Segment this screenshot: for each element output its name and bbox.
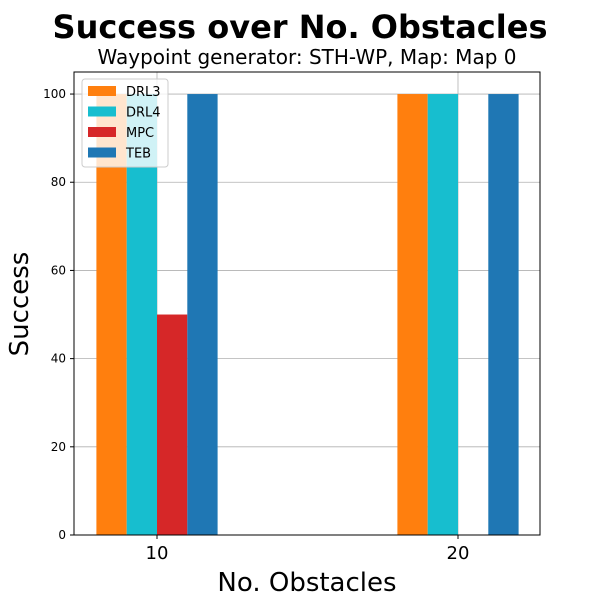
x-axis-ticks: 10 20 — [146, 535, 470, 564]
y-axis-label: Success — [5, 252, 35, 357]
legend-box — [81, 78, 169, 168]
x-tick-label: 10 — [146, 543, 169, 564]
y-tick-label: 80 — [51, 175, 66, 189]
legend-swatch-teb — [88, 147, 116, 158]
legend: DRL3 DRL4 MPC TEB — [81, 78, 169, 168]
legend-label-teb: TEB — [125, 147, 151, 162]
y-tick-label: 0 — [58, 528, 66, 542]
plot-frame — [73, 71, 541, 536]
bar-mpc-10 — [157, 314, 188, 535]
legend-swatch-mpc — [88, 127, 116, 137]
legend-label-mpc: MPC — [126, 126, 154, 141]
y-tick-label: 40 — [51, 352, 66, 366]
y-tick-label: 60 — [51, 263, 66, 277]
chart-title: Success over No. Obstacles — [53, 8, 548, 46]
bar-teb-20 — [488, 94, 519, 536]
bar-drl3-10 — [96, 94, 127, 536]
bar-teb-10 — [187, 94, 218, 536]
legend-label-drl3: DRL3 — [126, 85, 161, 100]
y-axis-ticks: 0 20 40 60 80 100 — [43, 87, 74, 542]
y-tick-label: 100 — [43, 87, 66, 101]
x-axis-label: No. Obstacles — [217, 568, 396, 598]
legend-label-drl4: DRL4 — [126, 106, 161, 121]
bars — [96, 94, 519, 536]
bar-drl3-20 — [397, 94, 428, 536]
legend-swatch-drl4 — [88, 106, 116, 117]
chart-subtitle: Waypoint generator: STH-WP, Map: Map 0 — [98, 45, 517, 69]
legend-swatch-drl3 — [88, 86, 116, 96]
bar-drl4-10 — [126, 94, 157, 536]
y-tick-label: 20 — [51, 440, 66, 454]
x-tick-label: 20 — [447, 543, 470, 564]
bar-drl4-20 — [427, 94, 458, 536]
